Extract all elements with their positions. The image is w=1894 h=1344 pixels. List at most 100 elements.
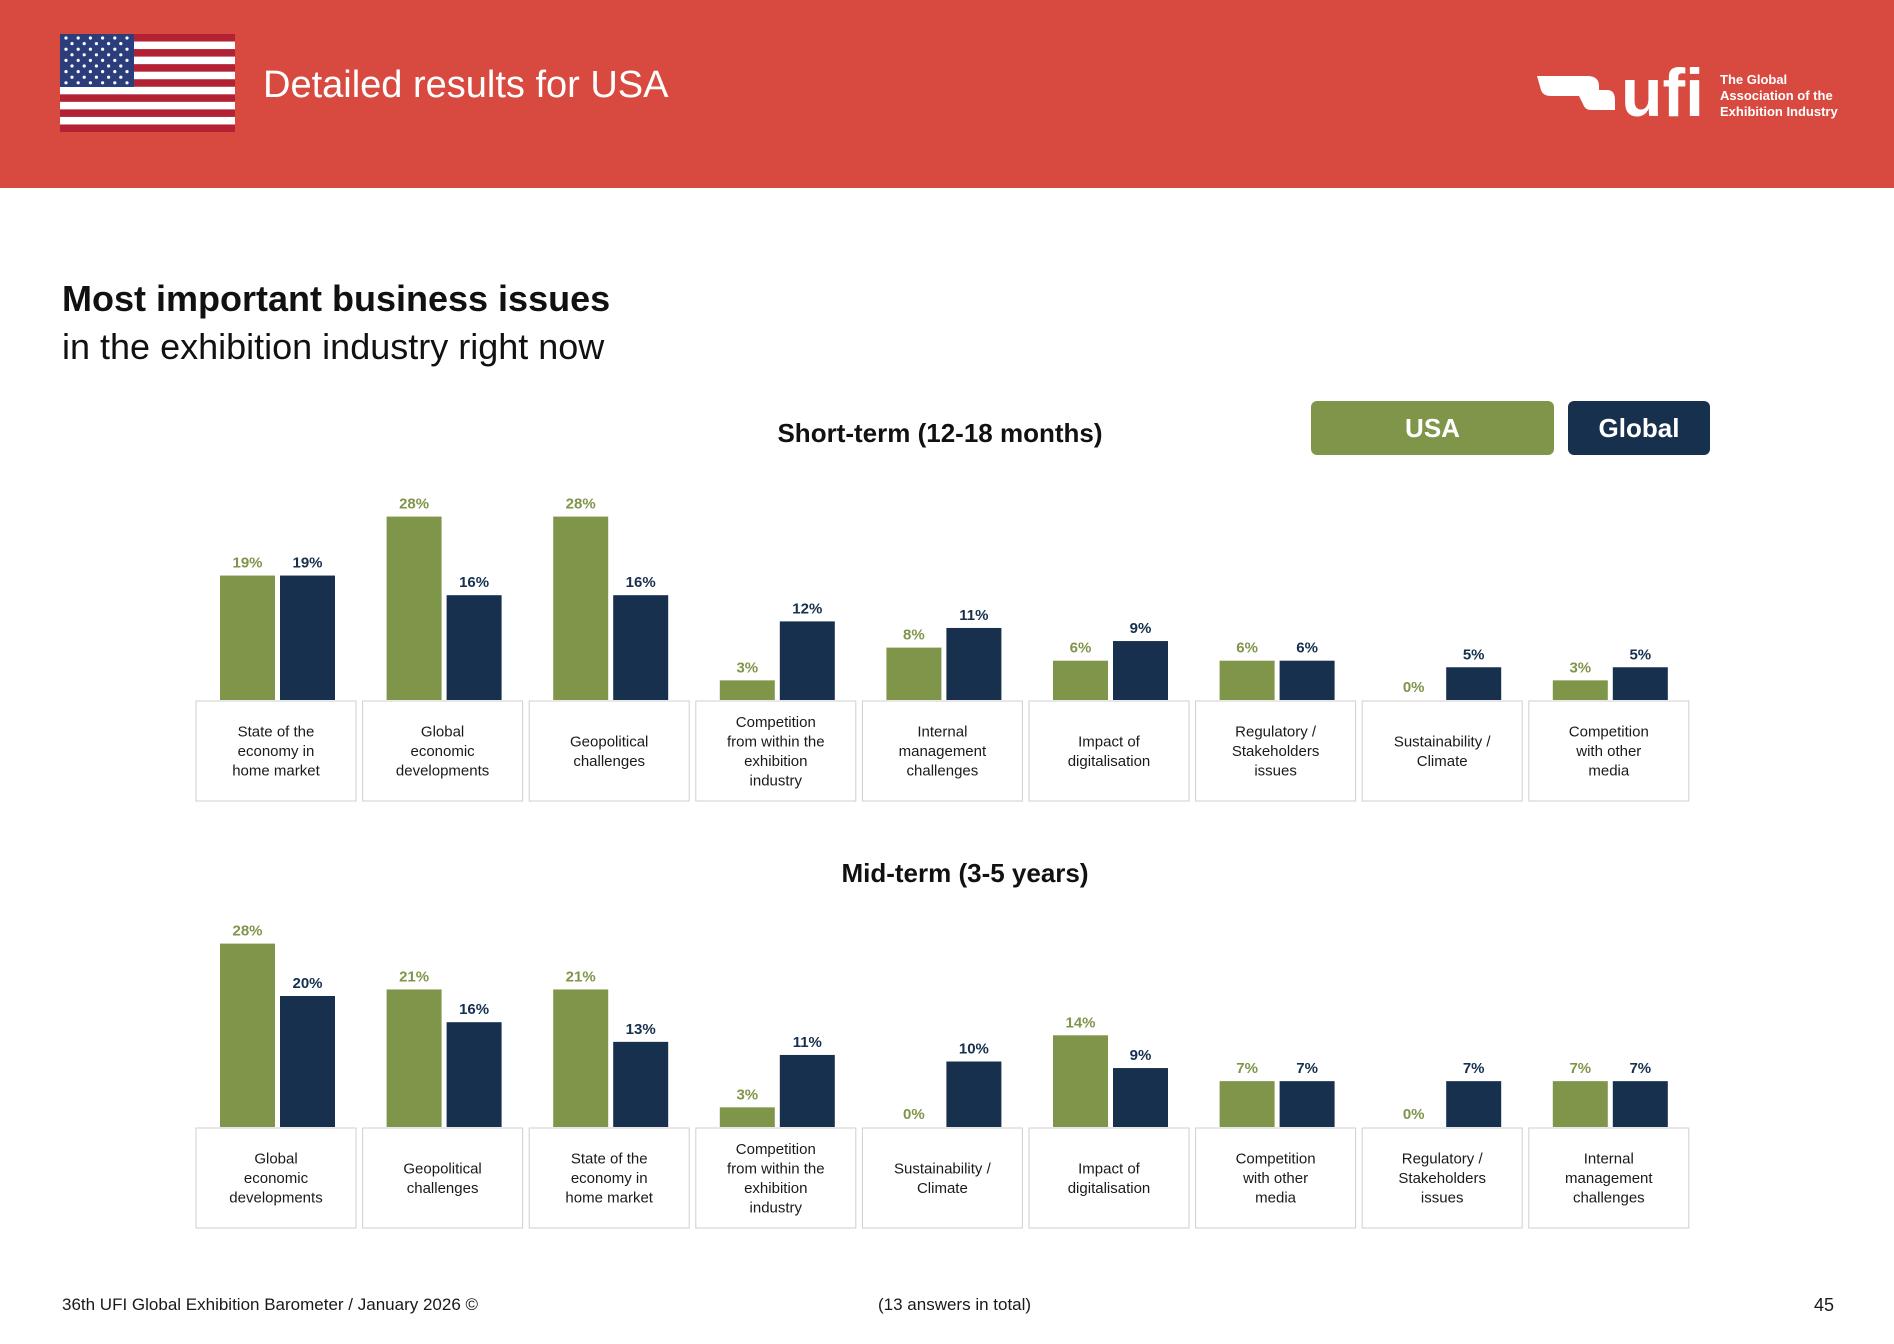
bar-global	[446, 595, 502, 700]
category-box	[695, 700, 857, 802]
footer-note: (13 answers in total)	[878, 1295, 1032, 1314]
data-label-usa: 6%	[1236, 640, 1258, 657]
legend-usa: USA	[1311, 401, 1554, 455]
logo-tagline: The Global Association of the Exhibition…	[1720, 72, 1838, 119]
bar-usa	[553, 989, 609, 1127]
bar-usa	[1219, 1081, 1275, 1127]
bar-usa	[220, 943, 275, 1127]
category-label: Competition with other media	[1236, 1151, 1316, 1207]
data-label-usa: 3%	[1569, 659, 1591, 676]
data-label-usa: 0%	[1403, 679, 1425, 696]
data-label-usa: 0%	[1403, 1106, 1425, 1123]
data-label-global: 11%	[793, 1034, 822, 1051]
category-label: State of the economy in home market	[565, 1151, 653, 1207]
data-label-usa: 7%	[1569, 1060, 1591, 1077]
bar-global	[1446, 667, 1502, 700]
bar-global	[1279, 660, 1335, 700]
category-box	[1028, 700, 1190, 802]
bar-global	[1446, 1081, 1502, 1127]
bar-usa	[719, 680, 775, 700]
data-label-usa: 0%	[903, 1106, 925, 1123]
data-label-usa: 7%	[1236, 1060, 1258, 1077]
bar-usa	[886, 647, 942, 700]
bar-global	[946, 627, 1002, 700]
category-label: Geopolitical challenges	[403, 1160, 481, 1197]
bar-global	[1113, 641, 1168, 700]
data-label-global: 7%	[1629, 1060, 1651, 1077]
data-label-global: 16%	[459, 1001, 489, 1018]
data-label-usa: 28%	[566, 496, 596, 513]
data-label-usa: 6%	[1070, 640, 1092, 657]
data-label-usa: 8%	[903, 627, 925, 644]
ufi-logo: ufi	[1537, 56, 1704, 126]
bar-global	[1279, 1081, 1335, 1127]
category-label: Geopolitical challenges	[570, 733, 648, 770]
bar-global	[613, 595, 669, 700]
page-number: 45	[1813, 1295, 1834, 1315]
data-label-global: 5%	[1629, 646, 1651, 663]
footer-source: 36th UFI Global Exhibition Barometer / J…	[62, 1295, 479, 1314]
legend-usa-label: USA	[1405, 412, 1460, 443]
data-label-usa: 28%	[232, 923, 262, 940]
data-label-usa: 28%	[399, 496, 429, 513]
legend-global-label: Global	[1598, 412, 1680, 443]
bar-global	[280, 996, 335, 1127]
data-label-usa: 14%	[1065, 1014, 1095, 1031]
data-label-usa: 19%	[232, 555, 262, 572]
category-label: Competition with other media	[1569, 724, 1649, 780]
category-label: Competition from within the exhibition indu…	[727, 1141, 825, 1217]
data-label-usa: 21%	[399, 968, 429, 985]
category-box	[362, 700, 524, 802]
data-label-global: 5%	[1463, 646, 1485, 663]
category-box	[195, 1127, 357, 1229]
data-label-usa: 21%	[566, 968, 596, 985]
category-box	[1361, 1127, 1523, 1229]
category-label: Regulatory / Stakeholders issues	[1232, 724, 1320, 780]
data-label-global: 10%	[959, 1041, 989, 1058]
category-box	[1528, 1127, 1690, 1229]
bar-usa	[1552, 680, 1608, 700]
category-label: Impact of digitalisation	[1068, 1160, 1151, 1197]
category-box	[1195, 700, 1357, 802]
bar-usa	[553, 516, 609, 700]
category-box	[695, 1127, 857, 1229]
category-box	[362, 1127, 524, 1229]
category-box	[1195, 1127, 1357, 1229]
data-label-global: 12%	[792, 600, 822, 617]
chart-short-term: Short-term (12-18 months) State of the eco…	[195, 418, 1690, 802]
page-subheading: in the exhibition industry right now	[62, 326, 605, 367]
bar-global	[779, 621, 835, 700]
category-box	[528, 1127, 690, 1229]
data-label-global: 16%	[459, 574, 489, 591]
category-box	[528, 700, 690, 802]
bar-usa	[386, 989, 442, 1127]
category-box	[195, 700, 357, 802]
page-heading: Most important business issues	[62, 278, 611, 319]
category-label: State of the economy in home market	[232, 724, 320, 780]
data-label-global: 7%	[1463, 1060, 1485, 1077]
category-label: Sustainability / Climate	[894, 1160, 992, 1197]
chart-mid-term: Mid-term (3-5 years) Global economic develo…	[195, 858, 1690, 1229]
data-label-usa: 3%	[736, 1086, 758, 1103]
category-label: Global economic developments	[229, 1151, 322, 1207]
bar-usa	[719, 1107, 775, 1127]
bar-usa	[386, 516, 442, 700]
bar-global	[779, 1054, 835, 1127]
category-label: Regulatory / Stakeholders issues	[1398, 1151, 1486, 1207]
bar-global	[1612, 1081, 1668, 1127]
category-box	[1028, 1127, 1190, 1229]
data-label-global: 9%	[1130, 1047, 1152, 1064]
logo-wordmark: ufi	[1621, 56, 1704, 126]
bar-global	[613, 1041, 669, 1127]
bar-usa	[1053, 660, 1108, 700]
bar-global	[946, 1061, 1002, 1127]
usa-flag-icon	[60, 34, 235, 132]
data-label-global: 9%	[1130, 620, 1152, 637]
data-label-global: 11%	[959, 607, 988, 624]
data-label-global: 16%	[626, 574, 656, 591]
category-label: Internal management challenges	[1565, 1151, 1653, 1207]
data-label-global: 13%	[626, 1021, 656, 1038]
category-box	[1528, 700, 1690, 802]
category-label: Internal management challenges	[899, 724, 987, 780]
